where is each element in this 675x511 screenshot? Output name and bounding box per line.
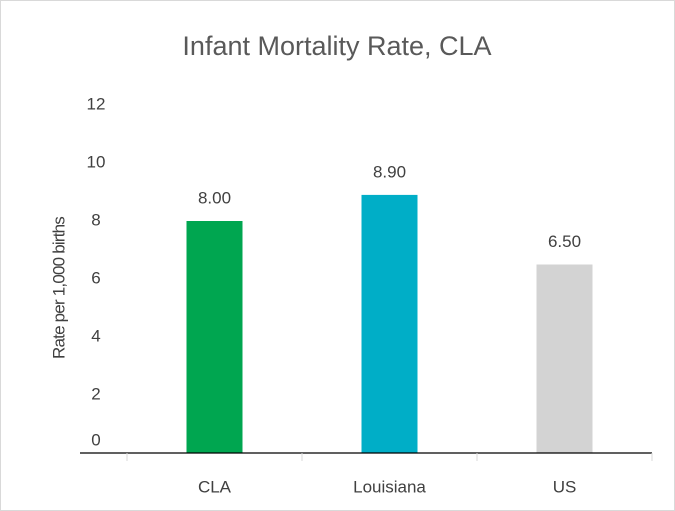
- x-tick-label: Louisiana: [353, 477, 426, 496]
- y-tick-label: 8: [91, 210, 100, 229]
- bar: [361, 194, 418, 453]
- bar: [536, 264, 593, 453]
- y-tick-label: 10: [87, 152, 106, 171]
- y-tick-label: 12: [87, 94, 106, 113]
- data-label: 8.90: [373, 162, 406, 181]
- x-tick-label: US: [553, 477, 577, 496]
- chart-title: Infant Mortality Rate, CLA: [182, 31, 491, 61]
- y-tick-label: 0: [91, 430, 100, 449]
- bar: [186, 221, 243, 453]
- data-label: 8.00: [198, 188, 231, 207]
- y-tick-label: 4: [91, 326, 100, 345]
- data-label: 6.50: [548, 232, 581, 251]
- y-tick-label: 6: [91, 268, 100, 287]
- y-axis-label: Rate per 1,000 births: [49, 217, 68, 359]
- y-tick-label: 2: [91, 384, 100, 403]
- x-tick-label: CLA: [198, 477, 232, 496]
